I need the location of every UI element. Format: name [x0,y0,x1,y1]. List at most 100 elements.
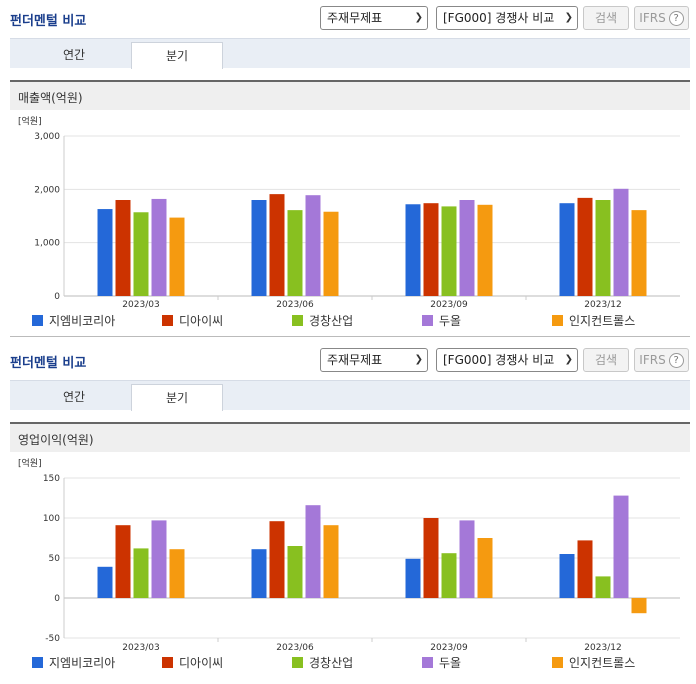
bar[interactable] [405,558,421,598]
bar[interactable] [115,525,131,598]
legend-swatch [162,657,173,668]
bar[interactable] [559,203,575,296]
x-tick-label: 2023/03 [122,643,159,652]
legend-label: 인지컨트롤스 [569,314,636,328]
y-tick-label: 3,000 [34,132,60,142]
bar[interactable] [613,495,629,598]
unit-label: [억원] [18,457,42,469]
panel-title: 펀더멘털 비교 [10,356,87,371]
bar[interactable] [169,549,185,598]
bar[interactable] [287,546,303,598]
bar[interactable] [423,203,439,296]
legend-item[interactable]: 두올 [422,312,461,329]
ifrs-label: IFRS [639,353,666,367]
bar[interactable] [441,206,457,296]
metric-label: 영업이익(억원) [18,433,94,447]
operating-profit-chart: [억원] -50 0 50 100 150 2023/03 2023/06 2023/09 202… [10,452,690,652]
bar[interactable] [577,540,593,598]
y-tick-label: 100 [43,514,60,524]
bar[interactable] [595,576,611,598]
tab-quarterly[interactable]: 분기 [131,42,223,69]
bar[interactable] [115,200,131,296]
bar[interactable] [251,549,267,598]
legend-item[interactable]: 지엠비코리아 [32,654,115,671]
bar[interactable] [269,194,285,296]
legend-swatch [292,315,303,326]
peer-group-value: [FG000] 경쟁사 비교 [443,353,555,367]
y-tick-label: 50 [49,554,61,564]
bar[interactable] [631,210,647,296]
bar[interactable] [169,217,185,296]
legend-item[interactable]: 인지컨트롤스 [552,312,635,329]
ifrs-button[interactable]: IFRS? [634,348,689,372]
bar[interactable] [459,200,475,296]
bar[interactable] [613,188,629,296]
x-tick-label: 2023/09 [430,643,468,652]
legend-item[interactable]: 경창산업 [292,654,353,671]
panel-header: 펀더멘털 비교 주재무제표 ❯ [FG000] 경쟁사 비교 ❯ 검색 IFRS… [0,342,696,378]
help-icon: ? [668,353,684,368]
bar[interactable] [151,198,167,296]
bar[interactable] [97,566,113,598]
legend-label: 두올 [439,314,462,328]
bar[interactable] [405,204,421,296]
legend-swatch [162,315,173,326]
bar[interactable] [577,197,593,296]
bar[interactable] [477,204,493,296]
bar[interactable] [559,554,575,598]
legend-swatch [32,657,43,668]
ifrs-button[interactable]: IFRS? [634,6,689,30]
legend-item[interactable]: 두올 [422,654,461,671]
bar[interactable] [459,520,475,598]
legend-item[interactable]: 인지컨트롤스 [552,654,635,671]
fundamental-panel-1: 펀더멘털 비교 주재무제표 ❯ [FG000] 경쟁사 비교 ❯ 검색 IFRS… [10,6,690,337]
bar[interactable] [287,210,303,296]
legend-item[interactable]: 경창산업 [292,312,353,329]
bar[interactable] [269,521,285,598]
bar[interactable] [477,538,493,598]
tab-annual[interactable]: 연간 [62,48,86,62]
revenue-chart-svg: [억원] 0 1,000 2,000 3,000 2023/03 2023/06 2023/0… [18,115,680,310]
search-button[interactable]: 검색 [583,348,629,372]
search-button[interactable]: 검색 [583,6,629,30]
bar[interactable] [133,212,149,296]
help-icon: ? [668,11,684,26]
bar[interactable] [323,525,339,598]
legend-item[interactable]: 디아이씨 [162,312,223,329]
legend-label: 경창산업 [309,314,354,328]
statement-type-select[interactable]: 주재무제표 ❯ [320,348,428,372]
bar[interactable] [305,195,321,296]
legend-swatch [552,657,563,668]
bar[interactable] [323,211,339,296]
bar[interactable] [305,505,321,598]
tab-quarterly[interactable]: 분기 [131,384,223,411]
legend-label: 두올 [439,656,462,670]
legend-item[interactable]: 지엠비코리아 [32,312,115,329]
chevron-down-icon: ❯ [414,354,423,365]
bar[interactable] [631,598,647,614]
unit-label: [억원] [18,115,42,127]
legend-swatch [422,315,433,326]
bar[interactable] [251,200,267,296]
chevron-down-icon: ❯ [564,12,573,23]
tab-annual[interactable]: 연간 [62,390,86,404]
legend-swatch [292,657,303,668]
bar[interactable] [133,548,149,598]
statement-type-select[interactable]: 주재무제표 ❯ [320,6,428,30]
peer-group-select[interactable]: [FG000] 경쟁사 비교 ❯ [436,6,578,30]
bar[interactable] [423,518,439,598]
legend-item[interactable]: 디아이씨 [162,654,223,671]
bar[interactable] [441,553,457,598]
x-tick-label: 2023/06 [276,300,314,310]
bar[interactable] [151,520,167,598]
x-tick-label: 2023/12 [584,643,621,652]
y-tick-label: 0 [54,292,60,302]
legend-label: 지엠비코리아 [49,314,116,328]
bar[interactable] [97,209,113,296]
peer-group-select[interactable]: [FG000] 경쟁사 비교 ❯ [436,348,578,372]
fundamental-panel-2: 펀더멘털 비교 주재무제표 ❯ [FG000] 경쟁사 비교 ❯ 검색 IFRS… [0,342,696,684]
x-tick-label: 2023/12 [584,300,621,310]
operating-profit-chart-svg: [억원] -50 0 50 100 150 2023/03 2023/06 2023/09 202… [18,457,680,652]
y-tick-label: 150 [43,474,60,484]
bar[interactable] [595,200,611,296]
